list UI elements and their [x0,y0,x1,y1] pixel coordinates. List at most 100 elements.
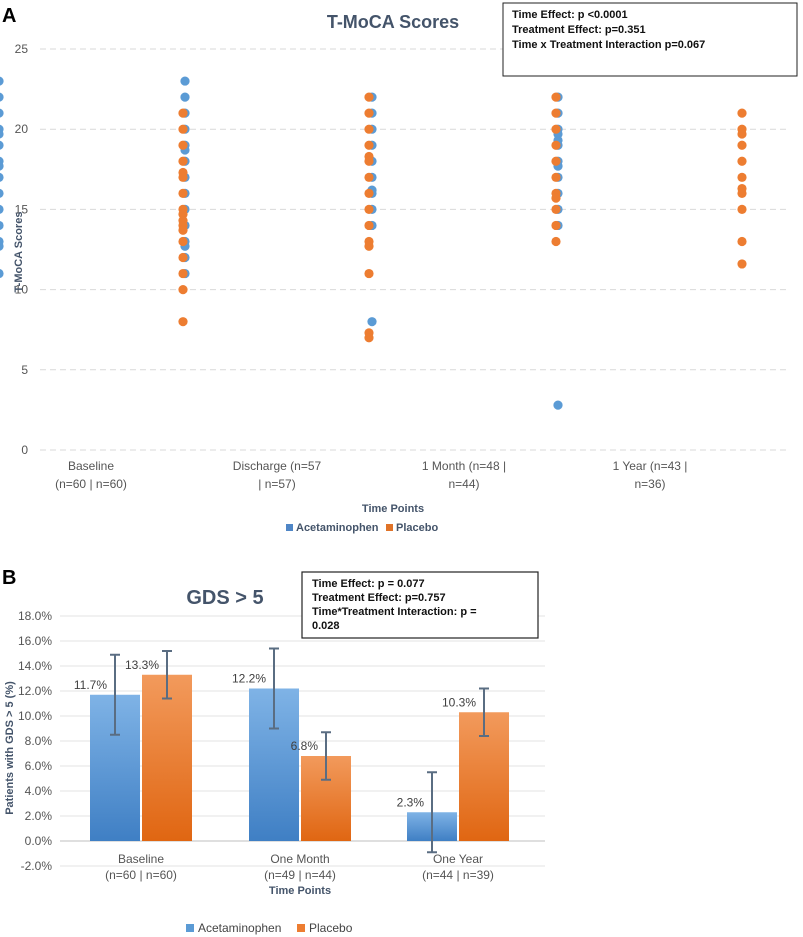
chart-b-data-label: 12.2% [232,672,266,686]
chart-b-data-labels: 11.7% 12.2% 2.3% 13.3% 6.8% 10.3% [74,658,476,810]
annotation-a-line-2: Treatment Effect: p=0.351 [512,24,646,36]
chart-b-x-category-label: (n=44 | n=39) [422,868,494,882]
chart-a-y-tick-labels: 0 5 10 15 20 25 [15,42,29,457]
legend-a-placebo-label: Placebo [396,522,438,534]
chart-a-point-acetaminophen [367,317,377,327]
chart-a-point-placebo [364,108,374,118]
chart-a-point-placebo [364,333,374,343]
chart-a-point-placebo [737,108,747,118]
chart-a-point-placebo [551,140,561,150]
chart-a-point-placebo [178,285,188,295]
chart-a-point-placebo [178,268,188,279]
chart-a-point-acetaminophen [0,129,4,139]
panel-a-label: A [2,5,16,27]
panel-b-label: B [2,567,16,589]
annotation-a-line-3: Time x Treatment Interaction p=0.067 [512,39,705,51]
chart-a-point-placebo [364,124,374,134]
legend-b-placebo-label: Placebo [309,921,353,935]
chart-b-y-tick-label: 14.0% [18,659,52,673]
annotation-b-line-1: Time Effect: p = 0.077 [312,578,425,590]
chart-b-title: GDS > 5 [186,587,263,609]
chart-b-y-tick-label: 12.0% [18,684,52,698]
chart-a-point-acetaminophen [180,76,190,86]
chart-b-y-tick-label: 10.0% [18,709,52,723]
chart-a-point-acetaminophen [0,92,4,102]
chart-b-x-category-label: Baseline [118,852,164,866]
chart-a-point-acetaminophen [0,76,4,86]
chart-a-point-placebo [737,204,747,214]
chart-a-x-category-label: 1 Month (n=48 | [422,459,506,473]
chart-a-x-category-label: n=44) [448,477,479,491]
chart-b-data-label: 11.7% [74,678,107,692]
annotation-a-line-1: Time Effect: p <0.0001 [512,9,628,21]
legend-a-acetaminophen-swatch [286,524,293,531]
chart-a-point-acetaminophen [0,172,4,182]
chart-a-x-category-label: (n=60 | n=60) [55,477,127,491]
chart-a-point-placebo [737,129,747,139]
chart-b-data-label: 10.3% [442,695,476,709]
chart-a-point-placebo [737,172,747,182]
chart-a-point-placebo [178,209,188,219]
chart-b-x-category-label: One Month [270,852,329,866]
chart-b-legend: Acetaminophen Placebo [186,921,353,935]
chart-b-data-label: 6.8% [291,739,319,753]
chart-a-point-placebo [737,140,747,150]
chart-a-y-tick-label: 5 [21,363,28,377]
chart-a-points [0,76,747,410]
chart-a-point-placebo [551,236,561,247]
chart-a-point-placebo [178,156,188,166]
chart-a-point-placebo [364,140,374,150]
chart-a-point-placebo [364,220,374,231]
chart-a-point-acetaminophen [0,108,4,118]
chart-a-point-placebo [551,172,561,182]
chart-b-y-tick-label: 2.0% [25,809,53,823]
chart-a-x-axis-title: Time Points [362,503,424,515]
chart-a-point-placebo [551,156,561,166]
chart-b-y-tick-label: -2.0% [21,859,53,873]
chart-b-bar-placebo [142,674,192,841]
chart-b-stats-annotation: Time Effect: p = 0.077 Treatment Effect:… [301,571,539,639]
chart-a-point-placebo [737,236,747,247]
chart-a-stats-annotation: Time Effect: p <0.0001 Treatment Effect:… [502,2,798,77]
legend-b-acetaminophen-label: Acetaminophen [198,921,281,935]
chart-b-error-bars [110,647,489,854]
chart-a-point-placebo [364,172,374,182]
chart-b-y-tick-label: 0.0% [25,834,53,848]
chart-a-point-placebo [737,188,747,198]
chart-a-point-acetaminophen [0,188,4,198]
chart-b-x-axis-title: Time Points [269,885,331,897]
chart-a-point-placebo [178,236,188,247]
chart-b-x-category-label: (n=49 | n=44) [264,868,336,882]
legend-b-placebo-swatch [297,924,305,932]
chart-a-y-tick-label: 25 [15,42,29,56]
chart-a-point-placebo [364,268,374,279]
chart-b-data-label: 2.3% [397,795,425,809]
chart-a-gridlines [40,48,790,451]
chart-a-point-placebo [737,156,747,166]
chart-a-point-acetaminophen [0,220,4,230]
chart-b-y-tick-labels: -2.0% 0.0% 2.0% 4.0% 6.0% 8.0% 10.0% 12.0% 14.0%… [18,609,52,873]
chart-a-point-acetaminophen [0,161,4,171]
chart-b-y-tick-label: 6.0% [25,759,53,773]
chart-b-y-tick-label: 4.0% [25,784,53,798]
chart-b-y-tick-label: 8.0% [25,734,53,748]
legend-b-acetaminophen-swatch [186,924,194,932]
chart-a-point-placebo [178,188,188,198]
chart-a-y-axis-title: T-MoCA Scores [13,212,25,293]
chart-a-point-placebo [551,193,561,203]
chart-a-x-category-label: Discharge (n=57 [233,459,322,473]
chart-a-point-acetaminophen [0,241,4,251]
chart-b-data-label: 13.3% [125,658,159,672]
chart-b-y-tick-label: 18.0% [18,609,52,623]
chart-a-legend: Acetaminophen Placebo [286,522,438,534]
chart-a-point-placebo [551,220,561,231]
annotation-b-line-4: 0.028 [312,620,340,632]
chart-b-y-tick-label: 16.0% [18,634,52,648]
chart-a-point-placebo [178,172,188,182]
chart-a-x-category-label: n=36) [634,477,665,491]
chart-a-title: T-MoCA Scores [327,12,459,32]
chart-a-point-placebo [178,225,188,235]
chart-a-point-acetaminophen [553,400,563,410]
chart-a-point-placebo [178,108,188,118]
